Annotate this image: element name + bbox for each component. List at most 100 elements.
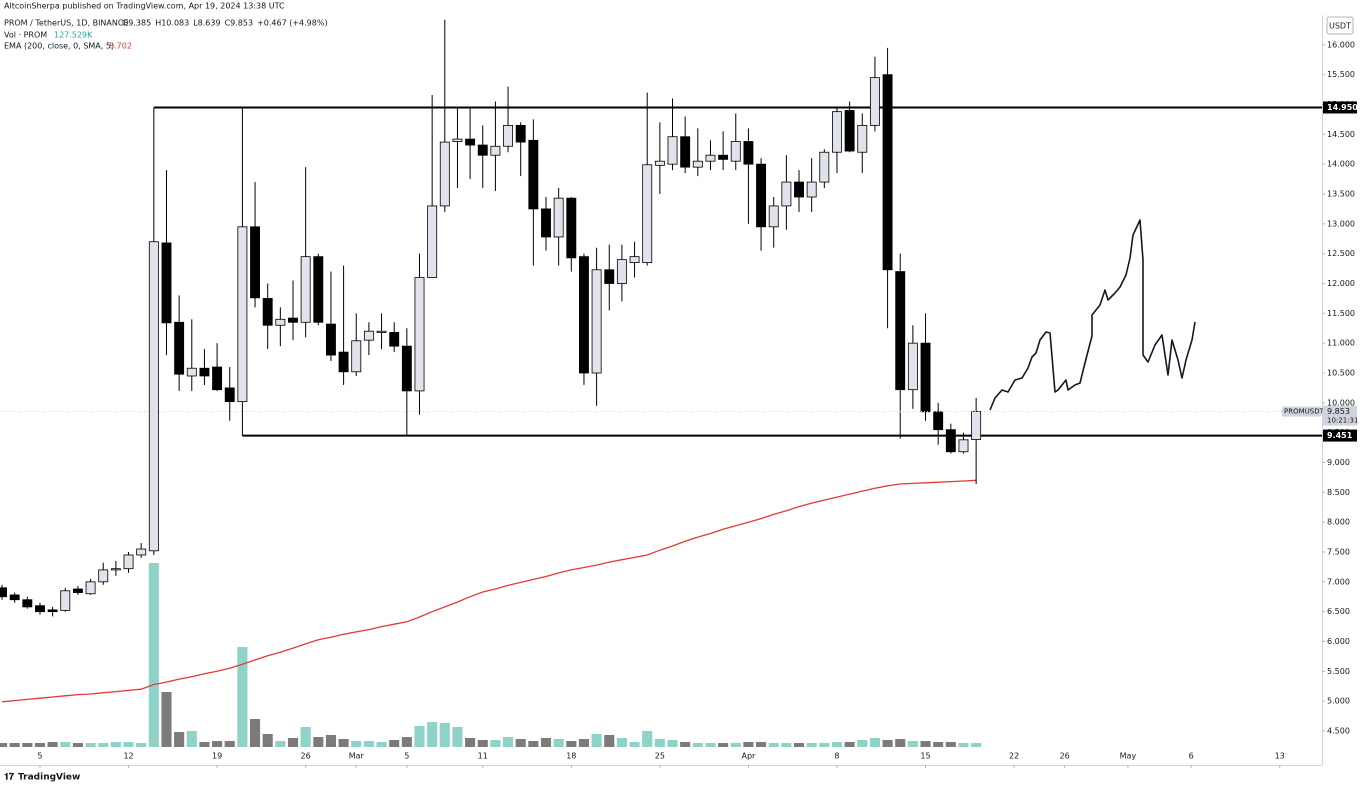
level-label-box [1323,429,1357,442]
volume-bar [0,743,8,747]
y-tick-label: 13.000 [1327,219,1355,228]
candle-body [768,205,779,228]
countdown: 10:21:31 [1327,417,1358,425]
volume-bar [452,727,463,747]
volume-bar [199,742,210,747]
volume-bar [553,739,564,747]
candle-body [945,429,956,453]
volume-bar [351,741,362,747]
x-tick-label: 26 [1060,752,1070,761]
candle-body [72,588,83,593]
candle-body [933,411,944,431]
candle-body [110,568,121,571]
y-tick-label: 14.500 [1327,130,1355,139]
candle-body [553,197,564,238]
y-tick-label: 12.500 [1327,249,1355,258]
y-tick-label: 8.000 [1327,518,1350,527]
volume-bar [300,727,311,747]
y-tick-label: 14.000 [1327,160,1355,169]
projection-drawing [989,219,1196,411]
candle-body [958,439,969,453]
volume-bar [186,731,197,747]
volume-bar [85,743,96,747]
x-tick-label: Mar [349,752,365,761]
volume-bar [768,743,779,747]
candle-body [743,141,754,165]
currency[interactable]: USDT [1329,22,1351,31]
volume-bar [654,739,665,747]
candle-body [869,77,880,126]
volume-bar [680,742,691,747]
candle-body [250,226,260,299]
volume-bar [743,742,754,747]
candle-body [427,205,438,278]
candle-body [654,160,665,166]
candle-body [174,321,185,375]
volume-bar [47,742,58,747]
candle-body [844,110,855,152]
candle-body [895,271,906,391]
y-tick-label: 7.000 [1327,577,1350,586]
candle-body [490,145,501,156]
last-price-label: 9.853 [1327,407,1350,416]
candle-body [781,181,792,207]
volume-bar [705,743,716,747]
volume-bar [756,742,767,747]
volume-bar [427,722,438,747]
volume-bar [730,743,741,747]
footer-icon: 𝟏𝟕 [4,772,14,783]
candle-body [667,136,678,165]
volume-bar [414,726,425,747]
ema-line [1,479,977,703]
volume-bar [831,742,843,747]
y-tick-label: 16.000 [1327,40,1355,49]
level-label: 9.451 [1327,431,1353,440]
candle-body [325,323,336,356]
y-tick-label: 9.000 [1327,458,1350,467]
y-tick-label: 10.000 [1327,398,1355,407]
x-tick-label: 18 [566,752,576,761]
currency-button[interactable] [1326,16,1354,35]
candle-body [718,154,729,160]
y-tick-label: 11.500 [1327,309,1355,318]
candle-body [401,345,412,392]
x-tick-label: 25 [655,752,665,761]
candle-body [212,366,223,391]
candle-body [819,151,830,183]
candle-body [541,208,551,238]
volume-name: Vol · PROM [4,31,47,40]
volume-bar [781,743,792,747]
ohlc-value: H10.083 [155,19,189,28]
volume-bar [629,742,640,747]
candle-body [515,124,526,143]
candle-body [338,351,349,373]
candle-body [604,269,615,284]
volume-bar [578,739,590,747]
candle-body [907,342,918,391]
candle-body [186,367,197,377]
candle-body [85,581,96,595]
volume-bar [60,742,71,747]
volume-bar [325,735,336,747]
y-tick-label: 5.000 [1327,697,1350,706]
candle-body [882,74,893,271]
x-tick-label: 5 [37,752,42,761]
volume-bar [212,741,223,747]
volume-bar [718,743,729,747]
symbol: PROM / TetherUS, 1D, BINANCE [4,19,129,28]
volume-bar [174,732,185,747]
volume-bar [389,740,400,747]
candle-body [389,332,400,347]
candle-body [503,124,514,147]
x-tick-label: 11 [478,752,488,761]
x-tick-label: 19 [212,752,222,761]
candle-body [971,411,982,440]
candle-body [22,599,33,608]
volume-bar [642,731,653,747]
y-tick-label: 6.000 [1327,637,1350,646]
candle-body [376,330,387,333]
volume-bar [224,741,235,747]
volume-bar [376,742,387,747]
candle-body [857,124,868,153]
